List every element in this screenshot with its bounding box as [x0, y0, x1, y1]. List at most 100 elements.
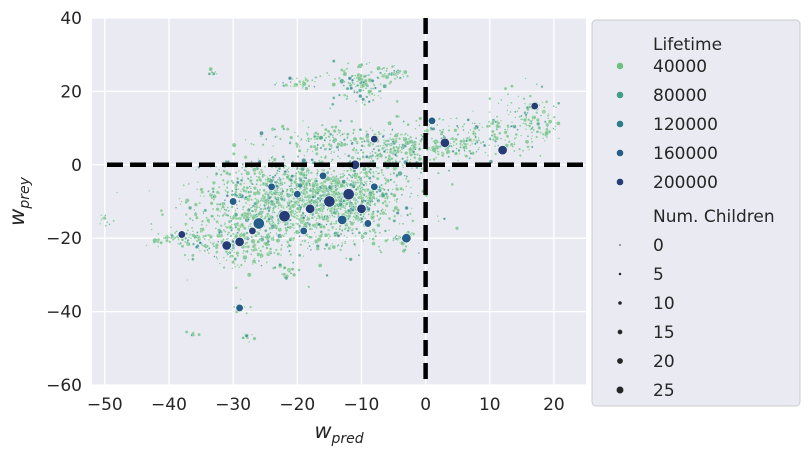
- data-point: [242, 208, 245, 211]
- data-point: [415, 119, 418, 123]
- x-tick-label: −30: [215, 395, 251, 415]
- data-point: [371, 213, 374, 216]
- data-point: [244, 250, 248, 253]
- data-point: [355, 99, 358, 103]
- legend-hue-marker: [616, 149, 624, 157]
- data-point: [497, 102, 500, 105]
- data-point: [313, 215, 316, 218]
- data-point: [488, 97, 492, 101]
- data-point: [150, 228, 153, 231]
- data-point: [262, 235, 265, 239]
- data-point: [360, 217, 364, 221]
- data-point: [311, 78, 314, 82]
- data-point: [275, 226, 279, 230]
- data-point: [243, 236, 247, 240]
- data-point: [251, 244, 256, 249]
- data-point: [398, 222, 401, 225]
- data-point: [289, 85, 292, 88]
- data-point: [287, 196, 290, 199]
- data-point: [389, 133, 392, 136]
- data-point: [319, 146, 323, 150]
- data-point: [232, 247, 235, 250]
- data-point: [280, 244, 283, 247]
- data-point: [517, 106, 521, 110]
- data-point: [222, 228, 226, 232]
- data-point: [426, 125, 429, 128]
- data-point: [298, 199, 302, 202]
- data-point: [285, 205, 289, 209]
- data-point: [333, 77, 337, 81]
- x-axis-label-subscript: pred: [331, 431, 364, 447]
- data-point: [462, 128, 465, 132]
- data-point: [397, 170, 403, 177]
- data-point: [395, 184, 398, 187]
- data-point: [229, 217, 232, 220]
- data-point: [376, 214, 379, 218]
- data-point: [414, 127, 417, 130]
- data-point: [453, 151, 458, 156]
- data-point: [345, 257, 348, 260]
- data-point: [302, 216, 306, 220]
- data-point: [275, 196, 279, 199]
- data-point: [332, 59, 336, 63]
- data-point: [504, 138, 507, 142]
- data-point: [338, 227, 342, 231]
- data-point: [260, 239, 263, 242]
- data-point: [365, 130, 368, 133]
- data-point: [224, 208, 228, 212]
- data-point: [524, 113, 528, 117]
- data-point: [249, 253, 253, 256]
- data-point: [301, 86, 304, 89]
- data-point: [378, 231, 382, 234]
- data-point: [365, 139, 369, 142]
- data-point: [394, 149, 397, 153]
- data-point: [386, 151, 389, 154]
- data-point: [199, 194, 202, 198]
- data-point: [275, 172, 279, 175]
- y-tick-label: −20: [46, 229, 82, 249]
- data-point: [302, 255, 305, 258]
- data-point: [552, 105, 555, 108]
- data-point: [303, 154, 306, 157]
- data-point: [276, 187, 279, 190]
- data-point: [316, 146, 319, 149]
- data-point: [248, 185, 251, 188]
- data-point: [197, 238, 201, 242]
- data-point: [338, 157, 342, 160]
- data-point: [395, 114, 399, 119]
- data-point: [208, 233, 211, 236]
- data-point: [473, 126, 477, 131]
- data-point: [364, 182, 368, 185]
- data-point: [255, 206, 259, 209]
- data-point: [393, 167, 396, 170]
- data-point: [440, 130, 444, 134]
- data-point: [369, 152, 372, 155]
- legend-hue-label: 80000: [653, 86, 707, 106]
- data-point: [437, 117, 441, 121]
- data-point: [325, 147, 328, 150]
- data-point: [373, 151, 377, 155]
- data-point: [233, 237, 236, 240]
- data-point: [488, 160, 491, 163]
- data-point: [370, 92, 374, 96]
- data-point: [293, 212, 297, 216]
- data-point: [296, 134, 300, 138]
- data-point: [387, 188, 390, 192]
- data-point: [207, 251, 210, 255]
- data-point: [379, 82, 382, 86]
- data-point: [252, 186, 257, 191]
- data-point: [351, 212, 354, 215]
- data-point: [188, 233, 192, 236]
- data-point: [543, 139, 546, 143]
- highlight-point: [318, 171, 328, 180]
- data-point: [428, 123, 431, 126]
- data-point: [350, 168, 353, 171]
- data-point: [332, 129, 337, 133]
- data-point: [300, 166, 305, 172]
- data-point: [289, 135, 294, 140]
- data-point: [536, 130, 540, 134]
- data-point: [420, 137, 424, 141]
- data-point: [294, 141, 298, 145]
- data-point: [375, 190, 379, 194]
